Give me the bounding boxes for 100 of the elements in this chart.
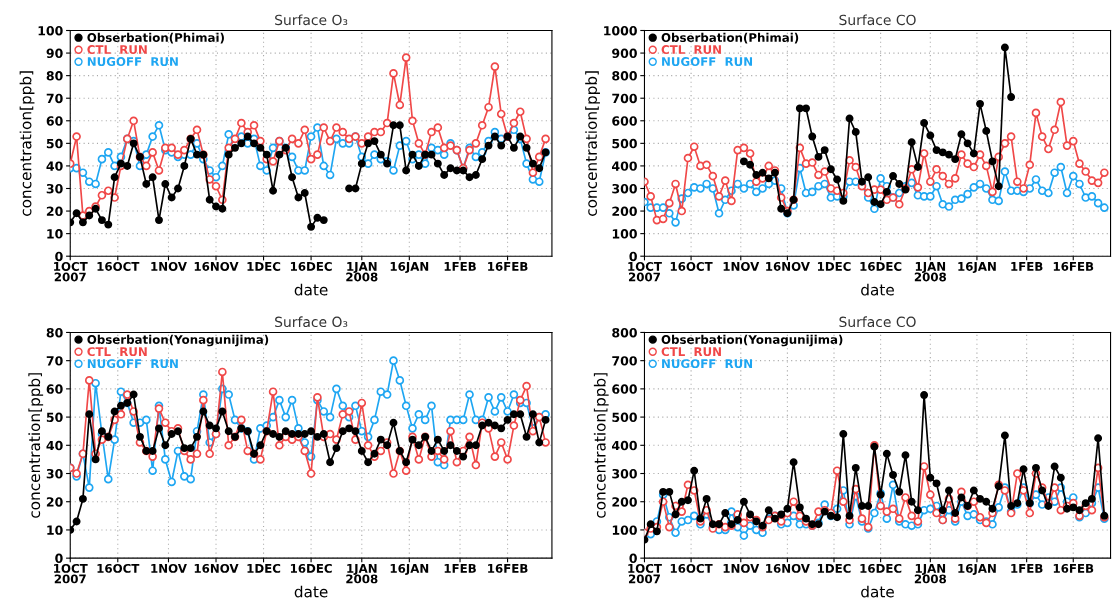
x-tick-label: 1NOV — [723, 563, 760, 573]
x-tick-label: 16DEC — [290, 563, 332, 573]
x-tick-label: 16OCT — [97, 563, 140, 573]
legend-label: Obserbation(Yonagunijima) — [87, 334, 269, 347]
point — [913, 163, 922, 172]
point — [826, 165, 835, 174]
point — [994, 182, 1003, 191]
point — [739, 157, 748, 166]
x-tick-label: 16NOV — [194, 261, 239, 271]
legend-label: Obserbation(Phimai) — [87, 32, 224, 44]
point — [808, 132, 817, 141]
x-tick-label: 16FEB — [488, 563, 528, 573]
legend-label: NUGOFF RUN — [662, 57, 753, 67]
x-axis-title: date — [861, 585, 894, 598]
point — [976, 99, 985, 108]
x-tick-label: 1FEB — [1011, 262, 1043, 271]
y-tick-label: 400 — [612, 161, 637, 171]
y-tick-label: 10 — [47, 525, 63, 535]
y-tick-label: 30 — [46, 468, 63, 479]
y-tick-label: 800 — [612, 327, 637, 338]
legend-label: Obserbation(Yonagunijima) — [661, 334, 843, 347]
chart-title: Surface CO — [839, 316, 916, 328]
y-tick-label: 600 — [612, 116, 637, 126]
point — [926, 131, 935, 140]
x-tick-label: 1DEC — [817, 563, 851, 573]
y-axis-title: concentration[ppb] — [28, 373, 44, 518]
x-axis-title: date — [294, 585, 328, 598]
y-tick-label: 900 — [612, 48, 637, 58]
y-tick-label: 60 — [46, 116, 63, 126]
point — [814, 152, 823, 161]
y-tick-label: 60 — [46, 384, 63, 394]
point — [1000, 43, 1009, 52]
y-tick-label: 0 — [629, 251, 637, 262]
x-tick-label: 1OCT 2007 — [628, 563, 662, 584]
point — [858, 177, 866, 186]
y-tick-label: 10 — [47, 229, 63, 239]
x-tick-label: 1JAN 2008 — [914, 564, 947, 584]
point — [777, 204, 786, 213]
chart-title: Surface O₃ — [275, 14, 348, 26]
x-tick-label: 16OCT — [97, 261, 140, 271]
point — [1007, 93, 1016, 102]
y-tick-label: 30 — [46, 183, 63, 194]
point — [851, 128, 860, 137]
point — [895, 180, 904, 188]
y-tick-label: 700 — [612, 93, 637, 104]
point — [982, 126, 991, 135]
x-tick-label: 16DEC — [860, 261, 902, 271]
point — [758, 168, 767, 177]
legend-label: CTL RUN — [661, 45, 721, 55]
x-tick-label: 1DEC — [247, 261, 281, 271]
y-tick-label: 500 — [612, 412, 637, 423]
point — [876, 200, 885, 209]
x-tick-label: 1FEB — [444, 564, 476, 573]
x-tick-label: 1JAN 2008 — [346, 262, 378, 282]
y-tick-label: 500 — [612, 138, 637, 149]
chart-title: Surface O₃ — [275, 316, 348, 328]
x-tick-label: 1DEC — [817, 261, 851, 271]
x-axis-title: date — [294, 283, 328, 296]
point — [951, 155, 960, 164]
x-tick-label: 16NOV — [194, 563, 239, 573]
y-tick-label: 1000 — [604, 25, 637, 36]
x-tick-label: 16OCT — [670, 261, 713, 271]
y-tick-label: 100 — [612, 229, 637, 239]
y-tick-label: 50 — [46, 412, 63, 423]
x-tick-label: 1OCT 2007 — [54, 563, 88, 584]
y-axis-title: concentration[ppb] — [593, 373, 609, 518]
x-tick-label: 1DEC — [247, 563, 281, 573]
x-tick-label: 16DEC — [860, 563, 902, 573]
x-tick-label: 1NOV — [723, 261, 760, 271]
x-tick-label: 1JAN 2008 — [346, 564, 378, 584]
x-tick-label: 16DEC — [290, 261, 332, 271]
x-tick-label: 16FEB — [488, 261, 528, 271]
y-tick-label: 70 — [46, 93, 63, 104]
y-tick-label: 90 — [46, 48, 63, 58]
x-tick-label: 16FEB — [1053, 563, 1094, 573]
y-tick-label: 700 — [612, 356, 637, 366]
x-tick-label: 16JAN — [390, 563, 429, 576]
point — [907, 138, 916, 147]
legend-label: NUGOFF RUN — [662, 359, 753, 369]
x-tick-label: 16NOV — [766, 563, 810, 573]
point — [969, 149, 978, 158]
chart-title: Surface CO — [839, 14, 916, 26]
point — [839, 196, 848, 205]
y-tick-label: 100 — [612, 525, 637, 535]
y-axis-title: concentration[ppb] — [585, 71, 600, 216]
point — [957, 130, 966, 139]
y-tick-label: 20 — [46, 206, 63, 216]
point — [864, 173, 873, 182]
x-tick-label: 16FEB — [1053, 261, 1094, 271]
y-tick-label: 50 — [46, 138, 63, 149]
y-tick-label: 100 — [38, 25, 63, 36]
y-tick-label: 80 — [46, 327, 63, 338]
y-tick-label: 200 — [612, 497, 637, 507]
legend-label: CTL RUN — [87, 45, 147, 55]
legend-label: CTL RUN — [661, 347, 721, 357]
point — [932, 146, 941, 155]
y-tick-label: 40 — [46, 161, 63, 171]
x-tick-label: 1NOV — [151, 563, 187, 573]
x-tick-label: 1NOV — [151, 261, 187, 271]
x-tick-label: 16JAN — [958, 563, 996, 576]
